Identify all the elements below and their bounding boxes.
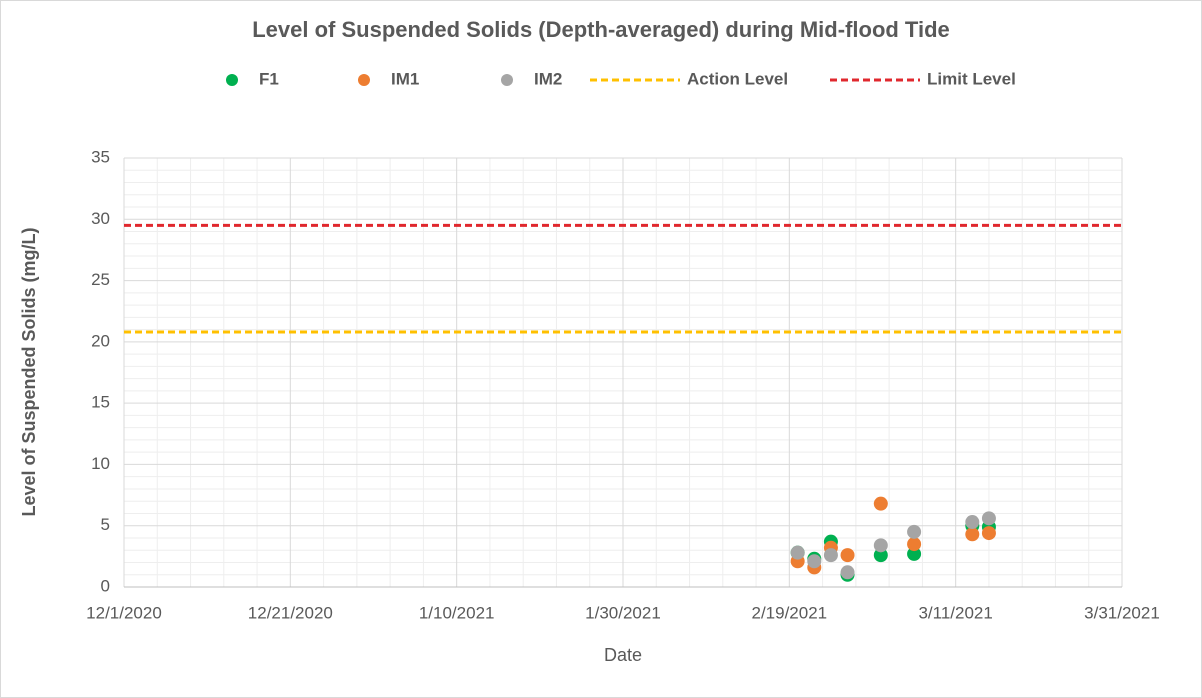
point — [807, 554, 822, 569]
point — [873, 496, 888, 511]
point — [907, 546, 922, 561]
y-tick-label: 20 — [91, 331, 110, 350]
point — [981, 526, 996, 541]
x-tick-label: 12/21/2020 — [248, 603, 333, 622]
y-tick-label: 30 — [91, 209, 110, 228]
point — [790, 545, 805, 560]
legend-marker — [226, 74, 238, 86]
legend-marker — [501, 74, 513, 86]
point — [840, 565, 855, 580]
x-tick-label: 12/1/2020 — [86, 603, 162, 622]
y-tick-label: 25 — [91, 270, 110, 289]
y-axis-title: Level of Suspended Solids (mg/L) — [19, 227, 39, 516]
point — [823, 548, 838, 563]
y-tick-label: 35 — [91, 147, 110, 166]
x-tick-label: 1/10/2021 — [419, 603, 495, 622]
legend-label: Action Level — [687, 69, 788, 88]
x-tick-label: 3/31/2021 — [1084, 603, 1160, 622]
x-tick-label: 1/30/2021 — [585, 603, 661, 622]
point — [981, 511, 996, 526]
legend-marker — [358, 74, 370, 86]
x-tick-label: 2/19/2021 — [752, 603, 828, 622]
y-tick-label: 5 — [101, 515, 110, 534]
y-tick-label: 10 — [91, 454, 110, 473]
point — [965, 527, 980, 542]
legend-label: IM1 — [391, 69, 419, 88]
point — [873, 538, 888, 553]
x-axis-title: Date — [604, 645, 642, 665]
legend-label: Limit Level — [927, 69, 1016, 88]
point — [840, 548, 855, 563]
y-tick-label: 15 — [91, 393, 110, 412]
point — [873, 548, 888, 563]
y-tick-label: 0 — [101, 576, 110, 595]
point — [907, 524, 922, 539]
legend-label: IM2 — [534, 69, 562, 88]
point — [907, 537, 922, 552]
x-tick-label: 3/11/2021 — [918, 603, 992, 622]
legend-label: F1 — [259, 69, 279, 88]
chart-title: Level of Suspended Solids (Depth-average… — [252, 17, 950, 42]
point — [965, 515, 980, 530]
